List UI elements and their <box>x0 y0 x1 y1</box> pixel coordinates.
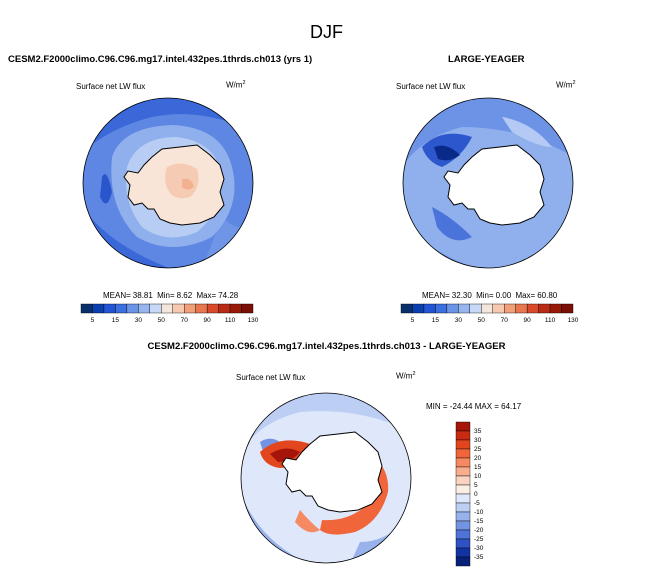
panel-2-colorbar-box <box>435 303 448 314</box>
panel-2-colorbar-tick-label: 110 <box>545 317 556 324</box>
panel-1-colorbar-box <box>138 303 150 314</box>
panel-3-colorbar-tick-label: 15 <box>474 464 482 471</box>
panel-2-colorbar-box <box>400 303 413 314</box>
panel-2-colorbar-box <box>469 303 482 314</box>
panel-2-colorbar-tick-label: 130 <box>568 317 579 324</box>
panel-1-colorbar-tick-label: 30 <box>135 317 143 324</box>
panel-2-colorbar-box <box>481 303 493 314</box>
panel-1-colorbar: 5 15 30 50 70 90 110 130 <box>80 303 259 324</box>
panel-1-colorbar-tick-label: 70 <box>181 317 189 324</box>
panel-2-colorbar-box <box>561 303 574 314</box>
panel-2-colorbar-box <box>549 303 562 314</box>
panel-1-colorbar-box <box>161 303 173 314</box>
panel-1-colorbar-tick-label: 90 <box>204 317 212 324</box>
panel-3-colorbar-tick-label: -20 <box>474 527 484 534</box>
panel-2-colorbar-box <box>458 303 470 314</box>
panel-3-colorbar-tick-label: 10 <box>474 473 482 480</box>
panel-3-title: CESM2.F2000climo.C96.C96.mg17.intel.432p… <box>147 341 506 352</box>
panel-3-minmax: MIN = -24.44 MAX = 64.17 <box>426 402 522 411</box>
panel-3-colorbar-box <box>455 556 471 567</box>
panel-1-colorbar-box <box>206 303 219 314</box>
panel-1-colorbar-tick-label: 130 <box>248 317 259 324</box>
panel-2-colorbar-box <box>423 303 436 314</box>
panel-3-colorbar-box <box>455 502 471 513</box>
panel-2-colorbar-box <box>412 303 425 314</box>
panel-2-colorbar-tick-label: 90 <box>524 317 532 324</box>
panel-3-colorbar-tick-label: 20 <box>474 455 482 462</box>
panel-2-colorbar-box <box>526 303 539 314</box>
panel-2-colorbar-tick-label: 5 <box>411 317 415 324</box>
panel-1-colorbar-box <box>92 303 105 314</box>
panel-2-colorbar-box <box>446 303 459 314</box>
panel-1-colorbar-box <box>115 303 128 314</box>
panel-1-colorbar-box <box>183 303 196 314</box>
panel-1-colorbar-box <box>80 303 93 314</box>
panel-1-map <box>82 97 254 269</box>
panel-1-colorbar-box <box>149 303 162 314</box>
panel-3-colorbar-box <box>455 430 471 441</box>
panel-3-colorbar-box <box>455 439 471 450</box>
panel-3-units: W/m2 <box>396 371 416 381</box>
panel-2-stats: MEAN= 32.30 Min= 0.00 Max= 60.80 <box>422 291 558 300</box>
panel-3-colorbar-box <box>455 475 471 486</box>
panel-3-colorbar-box <box>455 448 471 459</box>
panel-3-colorbar-box <box>455 484 471 495</box>
panel-2-colorbar-box <box>503 303 516 314</box>
panel-3-colorbar-tick-label: 30 <box>474 437 482 444</box>
panel-3-colorbar-box <box>455 421 471 432</box>
panel-1-colorbar-box <box>172 303 185 314</box>
panel-3-colorbar-box <box>455 493 471 504</box>
panel-3-colorbar-tick-label: 0 <box>474 491 478 498</box>
panel-1-colorbar-tick-label: 50 <box>158 317 166 324</box>
panel-1-colorbar-box <box>218 303 231 314</box>
panel-3-colorbar-box <box>455 466 471 477</box>
panel-3-colorbar-box <box>455 511 471 522</box>
panel-1-colorbar-box <box>126 303 139 314</box>
panel-1-title: CESM2.F2000climo.C96.C96.mg17.intel.432p… <box>8 54 313 65</box>
panel-3-colorbar-box <box>455 529 471 540</box>
panel-3-colorbar: 35 30 25 20 15 10 5 0 -5 -10 -15 -20 -25 -30 -35 <box>455 421 484 567</box>
panel-3-antarctica-coastline <box>281 431 383 513</box>
panel-1-units: W/m2 <box>226 80 246 90</box>
panel-1-colorbar-box <box>241 303 254 314</box>
panel-1-variable: Surface net LW flux <box>76 82 146 91</box>
panel-3-colorbar-box <box>455 547 471 558</box>
panel-2-antarctica-coastline <box>443 144 545 226</box>
panel-2-colorbar-tick-label: 15 <box>432 317 440 324</box>
panel-1-colorbar-tick-label: 15 <box>112 317 120 324</box>
panel-3-colorbar-box <box>455 457 471 468</box>
panel-3-colorbar-tick-label: -30 <box>474 545 484 552</box>
panel-3-colorbar-tick-label: -15 <box>474 518 484 525</box>
panel-2-colorbar: 5 15 30 50 70 90 110 130 <box>400 303 579 324</box>
panel-2-colorbar-tick-label: 50 <box>478 317 486 324</box>
panel-3-colorbar-tick-label: -35 <box>474 554 484 561</box>
panel-3-colorbar-box <box>455 520 471 531</box>
panel-2-colorbar-tick-label: 70 <box>501 317 509 324</box>
panel-3-colorbar-tick-label: 35 <box>474 428 482 435</box>
panel-2-title: LARGE-YEAGER <box>448 54 525 65</box>
panel-2-colorbar-box <box>515 303 528 314</box>
panel-1-colorbar-box <box>229 303 242 314</box>
panel-1-stats: MEAN= 38.81 Min= 8.62 Max= 74.28 <box>103 291 239 300</box>
panel-3-variable: Surface net LW flux <box>236 373 306 382</box>
panel-1-colorbar-box <box>103 303 116 314</box>
panel-2-colorbar-box <box>538 303 551 314</box>
panel-2-units: W/m2 <box>556 80 576 90</box>
panel-2-map <box>402 97 574 269</box>
panel-3-colorbar-box <box>455 538 471 549</box>
panel-2-variable: Surface net LW flux <box>396 82 466 91</box>
panel-3-colorbar-tick-label: -10 <box>474 509 484 516</box>
panel-3-colorbar-tick-label: 5 <box>474 482 478 489</box>
panel-2-colorbar-box <box>492 303 505 314</box>
panel-1-colorbar-tick-label: 110 <box>225 317 236 324</box>
figure-title: DJF <box>310 22 343 42</box>
panel-1-colorbar-tick-label: 5 <box>91 317 95 324</box>
panel-3-colorbar-tick-label: -5 <box>474 500 480 507</box>
panel-3-colorbar-tick-label: 25 <box>474 446 482 453</box>
panel-3-colorbar-tick-label: -25 <box>474 536 484 543</box>
panel-1-colorbar-box <box>195 303 208 314</box>
panel-3-map <box>240 392 412 564</box>
panel-2-colorbar-tick-label: 30 <box>455 317 463 324</box>
